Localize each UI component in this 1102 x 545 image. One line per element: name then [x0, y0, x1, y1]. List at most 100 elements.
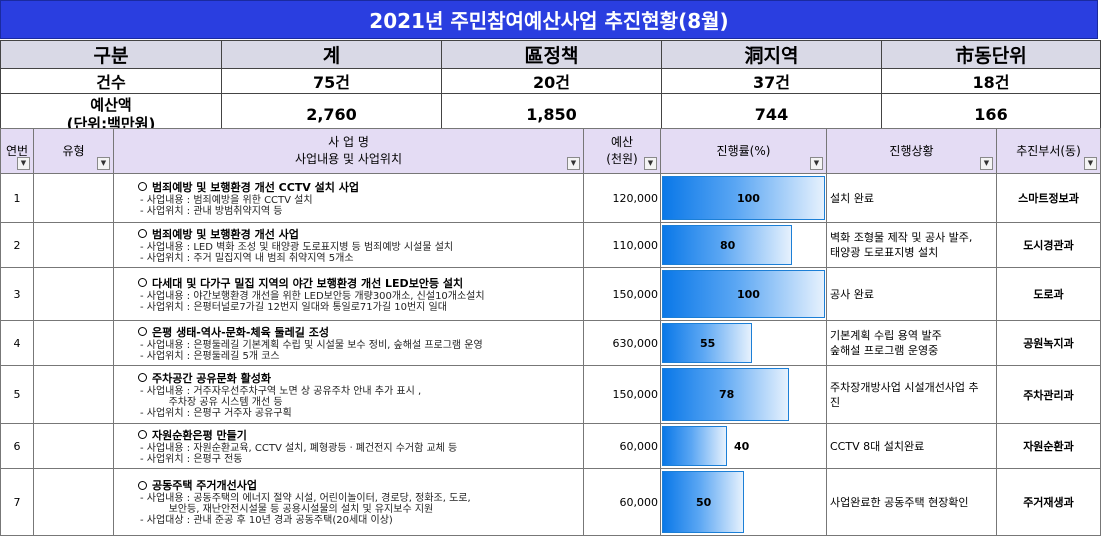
project-detail-line: - 사업내용 : 야간보행환경 개선을 위한 LED보안등 개량300개소, 신… — [140, 290, 485, 302]
filter-dropdown-icon[interactable]: ▼ — [810, 157, 823, 170]
project-title: 공동주택 주거개선사업 — [138, 479, 583, 493]
table-row[interactable]: 1 범죄예방 및 보행환경 개선 CCTV 설치 사업 - 사업내용 : 범죄예방을… — [0, 173, 1101, 223]
project-cell[interactable]: 공동주택 주거개선사업 - 사업내용 : 공동주택의 에너지 절약 시설, 어린이… — [113, 468, 584, 536]
type-cell[interactable] — [33, 173, 114, 223]
circle-bullet-icon — [138, 278, 147, 287]
budget-cell[interactable]: 60,000 — [583, 468, 661, 536]
department-cell[interactable]: 자원순환과 — [996, 423, 1101, 469]
progress-value: 40 — [734, 439, 750, 453]
filter-dropdown-icon[interactable]: ▼ — [97, 157, 110, 170]
column-header-type: 유형 ▼ — [33, 128, 114, 174]
type-cell[interactable] — [33, 222, 114, 268]
row-number-cell[interactable]: 5 — [0, 365, 34, 424]
filter-dropdown-icon[interactable]: ▼ — [1084, 157, 1097, 170]
row-number-cell[interactable]: 1 — [0, 173, 34, 223]
department-cell[interactable]: 스마트정보과 — [996, 173, 1101, 223]
status-line: CCTV 8대 설치완료 — [830, 439, 925, 453]
row-number-cell[interactable]: 7 — [0, 468, 34, 536]
department-cell[interactable]: 도시경관과 — [996, 222, 1101, 268]
project-detail-line: - 사업대상 : 관내 준공 후 10년 경과 공동주택(20세대 이상) — [140, 515, 393, 526]
department-cell[interactable]: 도로과 — [996, 267, 1101, 321]
row-number-cell[interactable]: 4 — [0, 320, 34, 366]
table-row[interactable]: 7 공동주택 주거개선사업 - 사업내용 : 공동주택의 에너지 절약 시설, 어린… — [0, 468, 1101, 536]
project-title-text: 자원순환은평 만들기 — [152, 428, 247, 442]
circle-bullet-icon — [138, 327, 147, 336]
type-cell[interactable] — [33, 423, 114, 469]
progress-cell[interactable]: 100 — [660, 267, 827, 321]
progress-value: 50 — [696, 495, 712, 509]
project-title-text: 범죄예방 및 보행환경 개선 사업 — [152, 227, 299, 241]
budget-cell[interactable]: 120,000 — [583, 173, 661, 223]
project-cell[interactable]: 범죄예방 및 보행환경 개선 사업 - 사업내용 : LED 벽화 조성 및 태양… — [113, 222, 584, 268]
status-line: 사업완료한 공동주택 현장확인 — [830, 495, 969, 509]
progress-bar — [662, 270, 825, 318]
department-cell[interactable]: 공원녹지과 — [996, 320, 1101, 366]
progress-cell[interactable]: 100 — [660, 173, 827, 223]
project-cell[interactable]: 은평 생태-역사-문화-체육 둘레길 조성 - 사업내용 : 은평둘레길 기본계획… — [113, 320, 584, 366]
filter-dropdown-icon[interactable]: ▼ — [644, 157, 657, 170]
row-number-cell[interactable]: 3 — [0, 267, 34, 321]
status-line: 기본계획 수립 용역 발주 — [830, 329, 942, 342]
filter-dropdown-icon[interactable]: ▼ — [567, 157, 580, 170]
summary-header-city: 市동단위 — [881, 40, 1101, 69]
project-cell[interactable]: 범죄예방 및 보행환경 개선 CCTV 설치 사업 - 사업내용 : 범죄예방을 … — [113, 173, 584, 223]
table-row[interactable]: 3 다세대 및 다가구 밀집 지역의 야간 보행환경 개선 LED보안등 설치 - … — [0, 267, 1101, 321]
column-header-project-label-2: 사업내용 및 사업위치 — [295, 152, 402, 166]
type-cell[interactable] — [33, 365, 114, 424]
project-detail-line: - 사업위치 : 은평둘레길 5개 코스 — [140, 350, 280, 362]
budget-cell[interactable]: 110,000 — [583, 222, 661, 268]
progress-bar — [662, 176, 825, 220]
project-title: 주차공간 공유문화 활성화 — [138, 372, 583, 386]
project-detail-line: 주차장 공유 시스템 개선 등 — [140, 396, 283, 408]
budget-cell[interactable]: 150,000 — [583, 267, 661, 321]
table-row[interactable]: 4 은평 생태-역사-문화-체육 둘레길 조성 - 사업내용 : 은평둘레길 기본계… — [0, 320, 1101, 366]
progress-cell[interactable]: 55 — [660, 320, 827, 366]
project-title-text: 공동주택 주거개선사업 — [152, 479, 258, 492]
budget-cell[interactable]: 150,000 — [583, 365, 661, 424]
type-cell[interactable] — [33, 267, 114, 321]
project-cell[interactable]: 다세대 및 다가구 밀집 지역의 야간 보행환경 개선 LED보안등 설치 - 사… — [113, 267, 584, 321]
column-header-project-label-1: 사 업 명 — [328, 135, 369, 149]
status-line: 공사 완료 — [830, 287, 874, 301]
status-cell[interactable]: 공사 완료 — [826, 267, 997, 321]
table-row[interactable]: 5 주차공간 공유문화 활성화 - 사업내용 : 거주자우선주차구역 노면 상 공유… — [0, 365, 1101, 424]
status-cell[interactable]: CCTV 8대 설치완료 — [826, 423, 997, 469]
progress-cell[interactable]: 40 — [660, 423, 827, 469]
type-cell[interactable] — [33, 468, 114, 536]
summary-count-label: 건수 — [0, 68, 222, 94]
table-row[interactable]: 6 자원순환은평 만들기 - 사업내용 : 자원순환교육, CCTV 설치, 폐형광… — [0, 423, 1101, 469]
table-row[interactable]: 2 범죄예방 및 보행환경 개선 사업 - 사업내용 : LED 벽화 조성 및 태… — [0, 222, 1101, 268]
department-cell[interactable]: 주거재생과 — [996, 468, 1101, 536]
progress-cell[interactable]: 80 — [660, 222, 827, 268]
summary-header-dong: 洞지역 — [661, 40, 882, 69]
row-number-cell[interactable]: 2 — [0, 222, 34, 268]
status-cell[interactable]: 벽화 조형물 제작 및 공사 발주, 태양광 도로표지병 설치 — [826, 222, 997, 268]
budget-cell[interactable]: 630,000 — [583, 320, 661, 366]
progress-bar — [662, 368, 789, 421]
budget-cell[interactable]: 60,000 — [583, 423, 661, 469]
row-number-cell[interactable]: 6 — [0, 423, 34, 469]
circle-bullet-icon — [138, 430, 147, 439]
status-line: 설치 완료 — [830, 191, 874, 205]
status-cell[interactable]: 사업완료한 공동주택 현장확인 — [826, 468, 997, 536]
project-detail-line: - 사업위치 : 은평구 전동 — [140, 453, 243, 465]
progress-cell[interactable]: 50 — [660, 468, 827, 536]
column-header-budget-label-2: (천원) — [606, 152, 638, 166]
status-line: 숲해설 프로그램 운영중 — [830, 344, 939, 357]
project-title: 범죄예방 및 보행환경 개선 CCTV 설치 사업 — [138, 181, 583, 195]
project-cell[interactable]: 자원순환은평 만들기 - 사업내용 : 자원순환교육, CCTV 설치, 폐형광등… — [113, 423, 584, 469]
progress-cell[interactable]: 78 — [660, 365, 827, 424]
department-cell[interactable]: 주차관리과 — [996, 365, 1101, 424]
filter-dropdown-icon[interactable]: ▼ — [980, 157, 993, 170]
column-header-status: 진행상황 ▼ — [826, 128, 997, 174]
status-cell[interactable]: 설치 완료 — [826, 173, 997, 223]
project-cell[interactable]: 주차공간 공유문화 활성화 - 사업내용 : 거주자우선주차구역 노면 상 공유주… — [113, 365, 584, 424]
project-title: 범죄예방 및 보행환경 개선 사업 — [138, 228, 583, 242]
type-cell[interactable] — [33, 320, 114, 366]
column-header-project: 사 업 명 사업내용 및 사업위치 ▼ — [113, 128, 584, 174]
filter-dropdown-icon[interactable]: ▼ — [17, 157, 30, 170]
column-header-budget: 예산 (천원) ▼ — [583, 128, 661, 174]
progress-value: 100 — [737, 287, 760, 301]
